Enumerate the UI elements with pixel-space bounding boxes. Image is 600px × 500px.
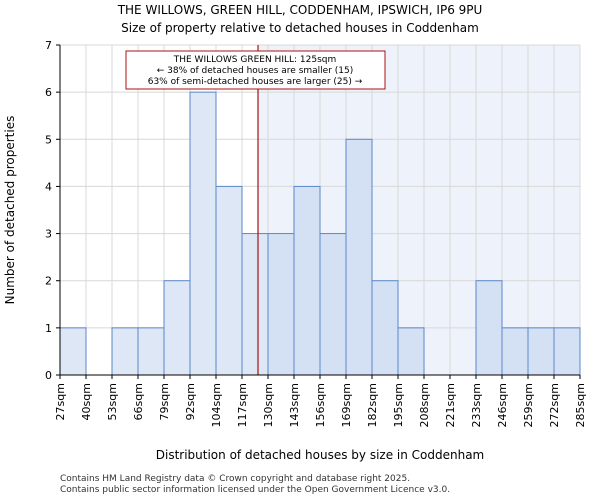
histogram-bar [267, 233, 295, 376]
footer-copyright: Contains HM Land Registry data © Crown c… [60, 474, 411, 484]
histogram-bar [319, 233, 347, 376]
x-tick-label: 66sqm [132, 383, 145, 420]
x-tick-label: 104sqm [210, 383, 223, 427]
annotation-box: THE WILLOWS GREEN HILL: 125sqm ← 38% of … [125, 50, 386, 90]
footer-licence: Contains public sector information licen… [60, 485, 451, 495]
x-tick-label: 92sqm [184, 383, 197, 420]
x-tick-label: 208sqm [418, 383, 431, 427]
x-tick-label: 53sqm [106, 383, 119, 420]
histogram-bar [553, 327, 581, 376]
y-tick-label: 5 [45, 133, 52, 146]
histogram-bar [397, 327, 425, 376]
x-tick-label: 130sqm [262, 383, 275, 427]
y-tick-label: 2 [45, 275, 52, 288]
histogram-bar [189, 91, 217, 376]
x-tick-label: 195sqm [392, 383, 405, 427]
y-tick-label: 1 [45, 322, 52, 335]
chart-title-line1: THE WILLOWS, GREEN HILL, CODDENHAM, IPSW… [117, 3, 483, 17]
histogram-bar [163, 280, 191, 376]
histogram-bar [527, 327, 555, 376]
y-tick-label: 7 [45, 39, 52, 52]
histogram-bar [137, 327, 165, 376]
x-tick-label: 221sqm [444, 383, 457, 427]
x-tick-label: 27sqm [54, 383, 67, 420]
histogram-bar [293, 185, 321, 376]
histogram-bar [345, 138, 373, 376]
x-tick-label: 40sqm [80, 383, 93, 420]
histogram-bar [111, 327, 139, 376]
y-tick-label: 3 [45, 228, 52, 241]
histogram-bar [241, 233, 269, 376]
annotation-line1: THE WILLOWS GREEN HILL: 125sqm [173, 55, 337, 65]
x-tick-label: 272sqm [548, 383, 561, 427]
histogram-bar [475, 280, 503, 376]
histogram-bar [501, 327, 529, 376]
y-tick-label: 6 [45, 86, 52, 99]
histogram-bar [371, 280, 399, 376]
x-tick-label: 117sqm [236, 383, 249, 427]
histogram-bar [215, 185, 243, 376]
annotation-line2: ← 38% of detached houses are smaller (15… [157, 66, 354, 76]
y-tick-label: 4 [45, 180, 52, 193]
x-tick-label: 182sqm [366, 383, 379, 427]
x-tick-label: 285sqm [574, 383, 587, 427]
x-tick-label: 259sqm [522, 383, 535, 427]
histogram-bar [59, 327, 87, 376]
chart-title-line2: Size of property relative to detached ho… [121, 21, 479, 35]
y-tick-label: 0 [45, 369, 52, 382]
x-axis-label: Distribution of detached houses by size … [156, 448, 485, 462]
x-tick-label: 79sqm [158, 383, 171, 420]
x-tick-label: 156sqm [314, 383, 327, 427]
x-tick-label: 169sqm [340, 383, 353, 427]
x-tick-label: 233sqm [470, 383, 483, 427]
x-tick-label: 143sqm [288, 383, 301, 427]
y-axis-label: Number of detached properties [3, 116, 17, 305]
x-tick-label: 246sqm [496, 383, 509, 427]
annotation-line3: 63% of semi-detached houses are larger (… [148, 77, 363, 87]
